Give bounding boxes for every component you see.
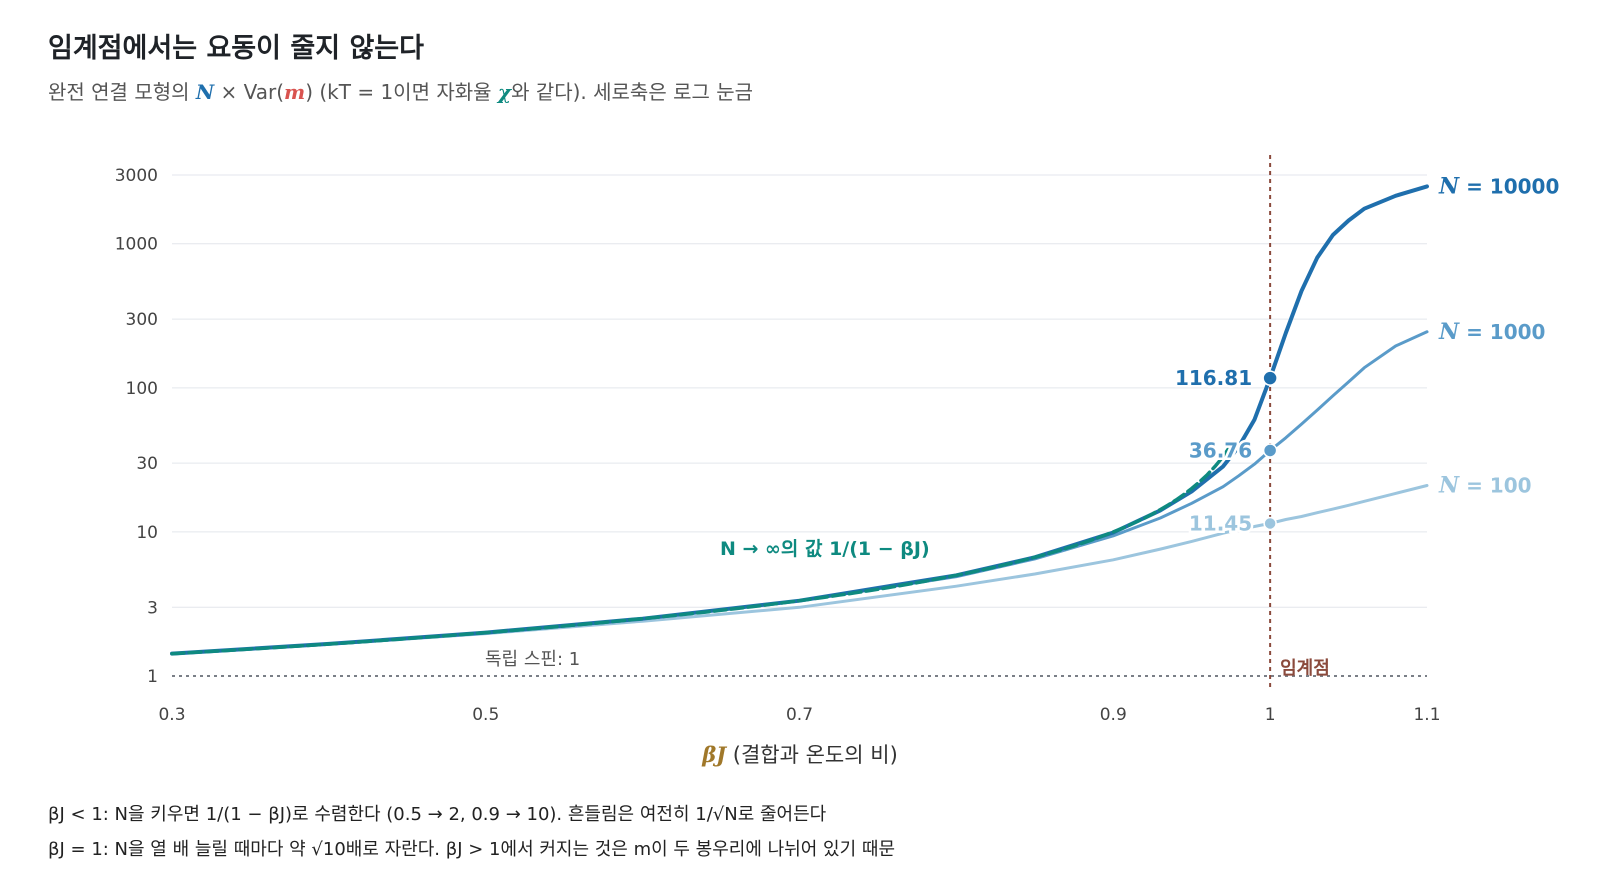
end-label-symbol: N <box>1438 173 1460 199</box>
point-marker-n1000 <box>1262 443 1278 458</box>
subtitle-symbol-m: m <box>284 80 306 104</box>
series-line-n10000 <box>170 184 1429 656</box>
subtitle-mid: ) (kT = 1이면 자화율 <box>305 80 498 104</box>
x-axis-text: (결합과 온도의 비) <box>726 743 898 767</box>
end-label-n100: N = 100 <box>1438 472 1532 498</box>
series-line-limit <box>170 443 1233 656</box>
subtitle-symbol-chi: χ <box>497 80 512 104</box>
y-tick-label: 300 <box>126 310 158 330</box>
x-axis-label: βJ (결합과 온도의 비) <box>701 742 898 767</box>
end-label-n1000: N = 1000 <box>1438 319 1545 345</box>
y-tick-label: 100 <box>126 379 158 399</box>
footnote-subcritical: βJ < 1: N을 키우면 1/(1 − βJ)로 수렴한다 (0.5 → 2… <box>48 804 827 825</box>
x-axis-symbol: βJ <box>701 742 728 767</box>
x-tick-label: 1 <box>1265 705 1276 725</box>
end-label-value: = 1000 <box>1459 320 1545 344</box>
subtitle-suffix: 와 같다). 세로축은 로그 눈금 <box>511 80 754 104</box>
chart-title: 임계점에서는 요동이 줄지 않는다 <box>48 33 424 64</box>
end-label-value: = 10000 <box>1459 174 1559 198</box>
end-label-n10000: N = 10000 <box>1438 173 1559 199</box>
point-value-label-n100: 11.45 <box>1189 511 1252 535</box>
baseline-label: 독립 스핀: 1 <box>485 649 580 670</box>
end-label-symbol: N <box>1438 319 1460 345</box>
y-tick-label: 10 <box>136 523 158 543</box>
point-marker-n10000 <box>1262 370 1278 386</box>
point-marker-n100 <box>1263 516 1277 531</box>
footnote-critical: βJ = 1: N을 열 배 늘릴 때마다 약 √10배로 자란다. βJ > … <box>48 839 896 860</box>
point-value-label-n1000: 36.76 <box>1189 438 1252 462</box>
x-tick-label: 0.5 <box>472 705 499 725</box>
critical-group: 임계점 <box>1269 155 1330 690</box>
baseline-group: 독립 스핀: 1 <box>172 649 1427 677</box>
subtitle-symbol-n: N <box>195 80 215 104</box>
chart-subtitle: 완전 연결 모형의 N × Var(m) (kT = 1이면 자화율 χ와 같다… <box>48 76 753 105</box>
critical-label: 임계점 <box>1280 658 1330 679</box>
end-label-value: = 100 <box>1459 473 1531 497</box>
chart-labels: N → ∞의 값 1/(1 − βJ) 116.81 36.76 11.45 N = 1… <box>720 173 1559 560</box>
subtitle-times: × Var( <box>214 80 285 104</box>
y-tick-label: 3 <box>147 598 158 618</box>
x-tick-label: 0.9 <box>1100 705 1127 725</box>
point-markers <box>1262 370 1278 531</box>
y-tick-label: 1000 <box>115 235 158 255</box>
y-tick-label: 3000 <box>115 166 158 186</box>
axis-ticks: 1 3 10 30 100 300 1000 3000 0.3 0.5 0.7 0.9 1 1.1 βJ (… <box>115 166 1441 767</box>
end-label-symbol: N <box>1438 472 1460 498</box>
series-line-n100 <box>170 484 1429 656</box>
limit-label: N → ∞의 값 1/(1 − βJ) <box>720 538 930 560</box>
y-tick-label: 1 <box>147 667 158 687</box>
series-lines <box>170 184 1429 656</box>
point-value-label-n10000: 116.81 <box>1175 366 1252 390</box>
x-tick-label: 0.7 <box>786 705 813 725</box>
subtitle-prefix: 완전 연결 모형의 <box>48 80 196 104</box>
x-tick-label: 0.3 <box>158 705 185 725</box>
x-tick-label: 1.1 <box>1413 705 1440 725</box>
y-tick-label: 30 <box>136 454 158 474</box>
